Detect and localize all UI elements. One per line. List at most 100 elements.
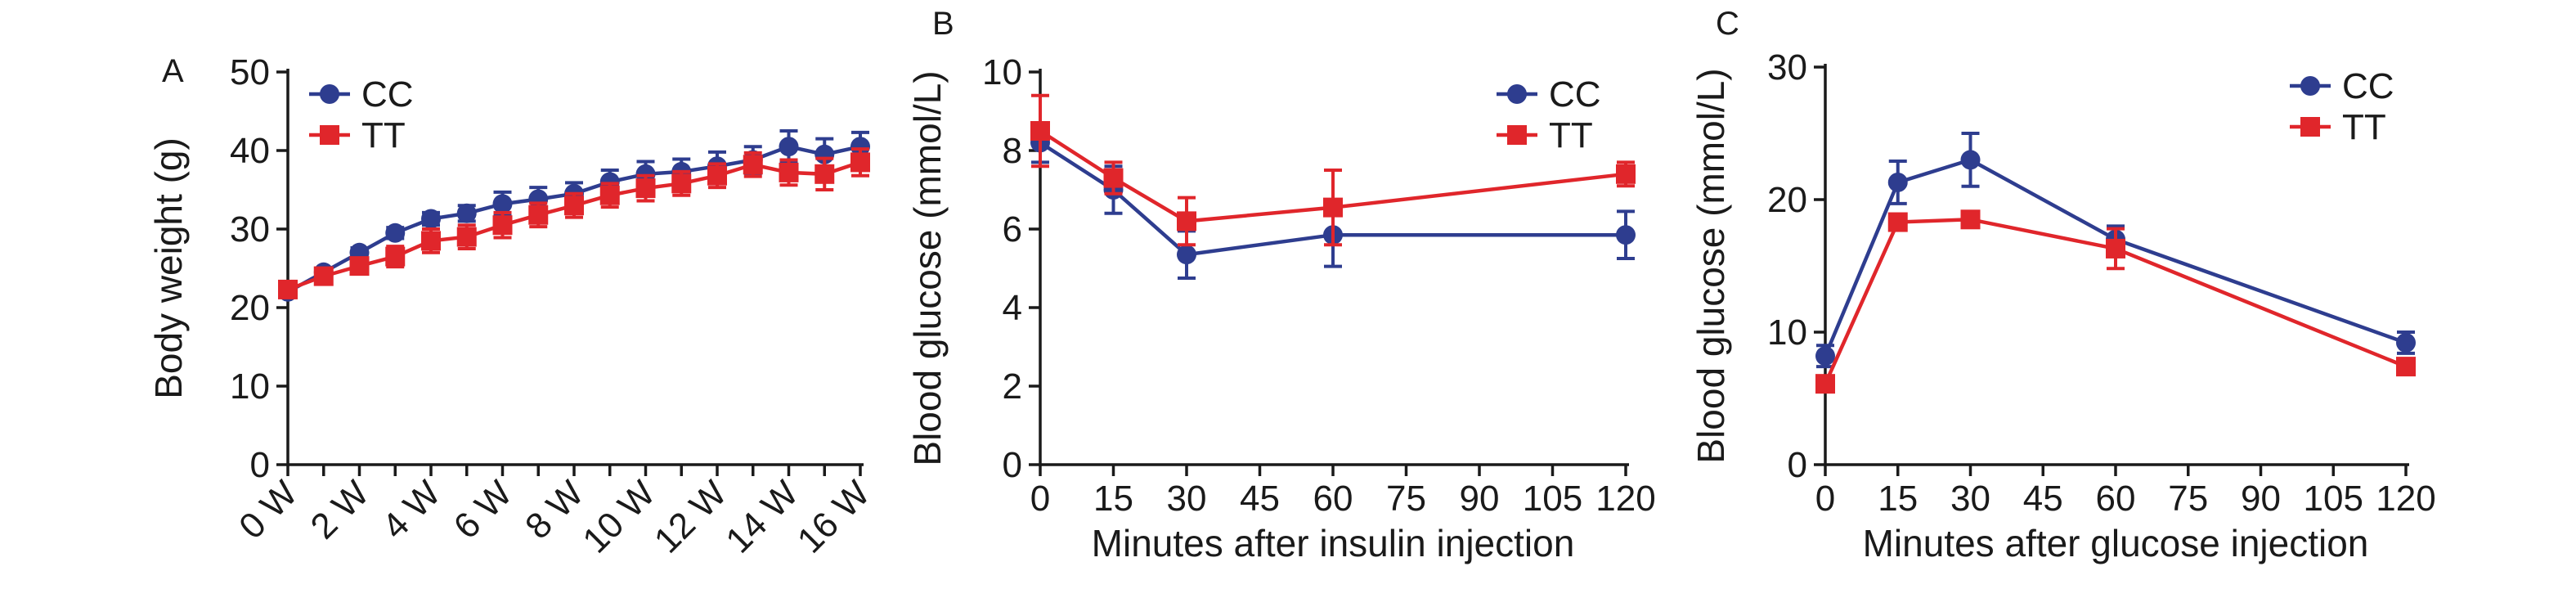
data-point-cc bbox=[492, 194, 513, 214]
y-tick-label: 6 bbox=[1003, 209, 1022, 250]
y-tick-label: 0 bbox=[250, 445, 270, 485]
x-tick-label: 75 bbox=[2168, 479, 2208, 519]
data-point-cc bbox=[385, 223, 406, 243]
data-point-tt bbox=[528, 205, 549, 225]
y-tick-label: 0 bbox=[1003, 445, 1022, 485]
data-point-cc bbox=[421, 209, 441, 229]
data-point-tt bbox=[385, 246, 406, 267]
panel-b: B 0 2 4 6 8 10 Blood glucose (mmol/L) 0 15 30 45 60 7… bbox=[906, 6, 1656, 564]
x-tick-label: 14 W bbox=[718, 473, 806, 561]
data-point-tt bbox=[815, 164, 835, 184]
x-tick-label: 105 bbox=[1523, 479, 1582, 519]
panel-letter: B bbox=[932, 6, 954, 42]
data-point-tt bbox=[564, 196, 584, 216]
legend-label-tt: TT bbox=[361, 115, 406, 155]
data-point-tt bbox=[707, 165, 727, 186]
data-point-tt bbox=[1103, 168, 1124, 188]
x-tick-label: 0 bbox=[1815, 479, 1835, 519]
data-point-tt bbox=[1815, 374, 1835, 394]
data-point-tt bbox=[2106, 238, 2125, 259]
x-tick-label: 30 bbox=[1167, 479, 1207, 519]
data-point-tt bbox=[278, 279, 298, 299]
legend-label-tt: TT bbox=[2342, 107, 2386, 147]
data-point-tt bbox=[671, 173, 692, 194]
panel-letter: A bbox=[162, 53, 184, 89]
x-tick-label: 45 bbox=[2023, 479, 2063, 519]
x-tick-label: 6 W bbox=[447, 473, 520, 546]
data-point-tt bbox=[492, 215, 513, 236]
y-tick-label: 40 bbox=[230, 131, 270, 171]
data-point-tt bbox=[1323, 197, 1343, 218]
legend-marker-cc bbox=[320, 84, 339, 104]
x-tick-label: 60 bbox=[2096, 479, 2136, 519]
data-point-cc bbox=[850, 137, 870, 157]
data-point-tt bbox=[635, 178, 656, 199]
y-tick-label: 20 bbox=[230, 288, 270, 328]
y-tick-label: 10 bbox=[982, 52, 1022, 92]
legend-marker-tt bbox=[1507, 125, 1527, 145]
data-point-tt bbox=[850, 152, 870, 173]
data-point-tt bbox=[1177, 211, 1196, 232]
x-tick-label: 0 W bbox=[231, 473, 305, 546]
y-axis-title: Blood glucose (mmol/L) bbox=[1690, 68, 1732, 463]
data-point-tt bbox=[779, 162, 799, 182]
x-tick-label: 45 bbox=[1240, 479, 1280, 519]
x-tick-label: 75 bbox=[1386, 479, 1426, 519]
legend-label-cc: CC bbox=[1549, 74, 1601, 115]
y-tick-label: 4 bbox=[1003, 288, 1022, 328]
y-tick-label: 50 bbox=[230, 52, 270, 92]
y-tick-label: 30 bbox=[230, 209, 270, 250]
x-tick-label: 16 W bbox=[790, 473, 878, 561]
y-tick-label: 0 bbox=[1788, 445, 1807, 485]
panel-letter: C bbox=[1716, 6, 1739, 42]
x-tick-label: 15 bbox=[1093, 479, 1133, 519]
legend-label-cc: CC bbox=[361, 74, 414, 115]
data-point-cc bbox=[2396, 332, 2416, 353]
data-point-cc bbox=[1815, 346, 1835, 366]
data-point-tt bbox=[456, 227, 477, 247]
x-tick-label: 90 bbox=[2241, 479, 2281, 519]
data-point-cc bbox=[1177, 245, 1196, 265]
y-tick-label: 8 bbox=[1003, 131, 1022, 171]
data-point-cc bbox=[1960, 150, 1981, 170]
x-tick-label: 60 bbox=[1313, 479, 1353, 519]
x-tick-label: 15 bbox=[1878, 479, 1918, 519]
data-point-tt bbox=[1616, 164, 1636, 184]
x-tick-label: 30 bbox=[1950, 479, 1990, 519]
data-point-cc bbox=[456, 203, 477, 223]
x-axis-title: Minutes after insulin injection bbox=[1092, 522, 1575, 564]
y-tick-label: 30 bbox=[1767, 47, 1807, 88]
data-point-tt bbox=[2396, 357, 2416, 377]
y-tick-label: 10 bbox=[1767, 312, 1807, 353]
x-tick-label: 0 bbox=[1030, 479, 1050, 519]
data-point-cc bbox=[779, 137, 799, 157]
x-tick-label: 90 bbox=[1460, 479, 1500, 519]
data-point-tt bbox=[599, 185, 620, 205]
data-point-tt bbox=[1960, 209, 1981, 230]
data-point-cc bbox=[1887, 172, 1908, 192]
y-tick-label: 10 bbox=[230, 366, 270, 407]
panel-c: C 0 10 20 30 Blood glucose (mmol/L) 0 15 30 45 60 7… bbox=[1690, 6, 2436, 564]
y-tick-label: 2 bbox=[1003, 366, 1022, 407]
x-tick-label: 4 W bbox=[375, 473, 448, 546]
x-tick-label: 120 bbox=[2376, 479, 2435, 519]
data-point-cc bbox=[1616, 225, 1636, 245]
legend-marker-tt bbox=[2300, 117, 2320, 137]
data-point-tt bbox=[1030, 121, 1050, 141]
x-tick-label: 2 W bbox=[303, 473, 377, 546]
x-tick-label: 12 W bbox=[647, 473, 735, 561]
y-axis-title: Blood glucose (mmol/L) bbox=[906, 70, 949, 465]
y-axis-title: Body weight (g) bbox=[147, 137, 190, 399]
x-tick-label: 10 W bbox=[575, 473, 663, 561]
series-tt bbox=[1030, 93, 1636, 247]
data-point-tt bbox=[743, 155, 763, 175]
data-point-tt bbox=[349, 256, 370, 277]
series-tt bbox=[278, 147, 870, 299]
x-axis-title: Minutes after glucose injection bbox=[1863, 522, 2369, 564]
